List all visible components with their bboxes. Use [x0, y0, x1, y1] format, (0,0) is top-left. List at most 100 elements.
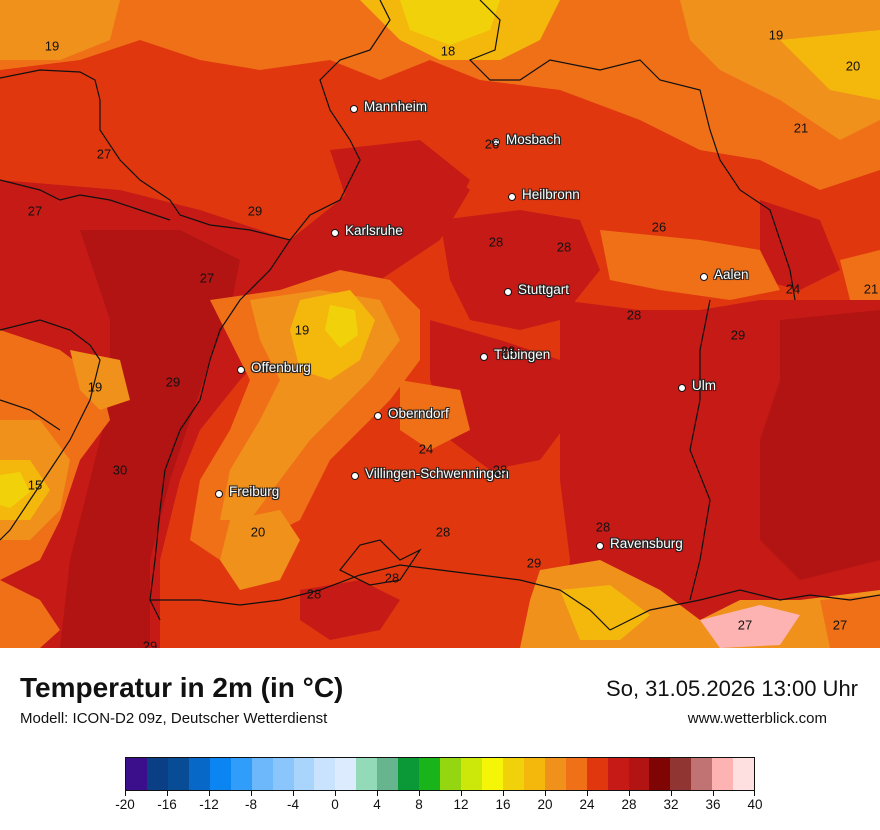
model-info: Modell: ICON-D2 09z, Deutscher Wetterdie… [20, 710, 328, 727]
temperature-value: 21 [793, 120, 809, 136]
temperature-value: 20 [845, 58, 861, 74]
temperature-value: 19 [294, 322, 310, 338]
color-swatch [188, 758, 210, 790]
temperature-value: 27 [27, 203, 43, 219]
temperature-value: 28 [626, 307, 642, 323]
temperature-value: 19 [768, 27, 784, 43]
temperature-value: 28 [556, 239, 572, 255]
scale-tick [419, 791, 420, 796]
temperature-value: 28 [384, 570, 400, 586]
temperature-value: 19 [87, 379, 103, 395]
temperature-value: 29 [730, 327, 746, 343]
color-scale [125, 757, 755, 791]
city-label: Mannheim [364, 99, 428, 114]
color-swatch [419, 758, 441, 790]
temperature-value: 18 [440, 43, 456, 59]
temperature-value: 28 [488, 234, 504, 250]
color-swatch [314, 758, 336, 790]
color-swatch [649, 758, 671, 790]
color-swatch [146, 758, 168, 790]
city-label: Oberndorf [388, 406, 449, 421]
scale-tick-label: -12 [199, 797, 219, 812]
color-swatch [712, 758, 734, 790]
scale-tick [125, 791, 126, 796]
temperature-value: 29 [247, 203, 263, 219]
temperature-value: 29 [142, 638, 158, 649]
scale-tick [629, 791, 630, 796]
color-swatch [502, 758, 524, 790]
city-marker [480, 353, 488, 361]
scale-tick [293, 791, 294, 796]
scale-tick-label: 20 [537, 797, 553, 812]
city-label: Stuttgart [518, 282, 570, 297]
scale-tick-label: 0 [331, 797, 339, 812]
color-swatch [230, 758, 252, 790]
color-swatch [209, 758, 231, 790]
temperature-value: 21 [863, 281, 879, 297]
temperature-value: 19 [44, 38, 60, 54]
city-marker [351, 472, 359, 480]
scale-tick [671, 791, 672, 796]
color-swatch [565, 758, 587, 790]
color-swatch [670, 758, 692, 790]
scale-tick [251, 791, 252, 796]
temperature-value: 27 [737, 617, 753, 633]
temperature-map: Mannheim Mosbach Heilbronn Karlsruhe Stu… [0, 0, 880, 648]
scale-tick [545, 791, 546, 796]
temperature-value: 20 [250, 524, 266, 540]
city-marker [374, 412, 382, 420]
temperature-value: 26 [651, 219, 667, 235]
scale-tick [335, 791, 336, 796]
city-marker [508, 193, 516, 201]
scale-tick-label: 24 [579, 797, 595, 812]
color-swatch [251, 758, 273, 790]
scale-tick [587, 791, 588, 796]
color-swatch [461, 758, 482, 790]
color-scale-ticks: -20 -16 -12 -8 -4 0 4 8 12 16 20 24 28 32 36 40 [115, 791, 763, 821]
temperature-value: 29 [526, 555, 542, 571]
city-label: Mosbach [506, 132, 561, 147]
city-marker [215, 490, 223, 498]
temperature-value: 26 [484, 136, 500, 152]
color-swatch [733, 758, 755, 790]
color-swatch [272, 758, 294, 790]
temperature-value: 24 [418, 441, 434, 457]
city-label: Ulm [692, 378, 716, 393]
temperature-value: 28 [306, 586, 322, 602]
scale-tick-label: 32 [663, 797, 679, 812]
color-swatch [440, 758, 461, 790]
color-swatch [628, 758, 650, 790]
temperature-field [0, 0, 880, 648]
scale-tick-label: 16 [495, 797, 511, 812]
city-marker [678, 384, 686, 392]
city-label: Tübingen [494, 347, 551, 362]
color-swatch [586, 758, 608, 790]
scale-tick [461, 791, 462, 796]
city-label: Offenburg [251, 360, 311, 375]
scale-tick [209, 791, 210, 796]
color-swatch [544, 758, 566, 790]
city-marker [504, 288, 512, 296]
temperature-value: 29 [165, 374, 181, 390]
city-label: Aalen [714, 267, 749, 282]
temperature-value: 28 [595, 519, 611, 535]
color-swatch [398, 758, 420, 790]
color-swatch [691, 758, 713, 790]
scale-tick [377, 791, 378, 796]
scale-tick-label: 28 [621, 797, 637, 812]
color-swatch [523, 758, 545, 790]
color-swatch [335, 758, 357, 790]
color-swatch [607, 758, 629, 790]
website-link[interactable]: www.wetterblick.com [687, 710, 827, 727]
city-label: Karlsruhe [345, 223, 403, 238]
city-marker [492, 138, 500, 146]
city-marker [700, 273, 708, 281]
city-marker [237, 366, 245, 374]
temperature-value: 24 [785, 281, 801, 297]
city-label: Villingen-Schwenningen [365, 466, 509, 481]
city-marker [331, 229, 339, 237]
scale-tick-label: -20 [115, 797, 135, 812]
temperature-value: 28 [500, 343, 516, 359]
temperature-value: 27 [96, 146, 112, 162]
scale-tick-label: 40 [747, 797, 763, 812]
